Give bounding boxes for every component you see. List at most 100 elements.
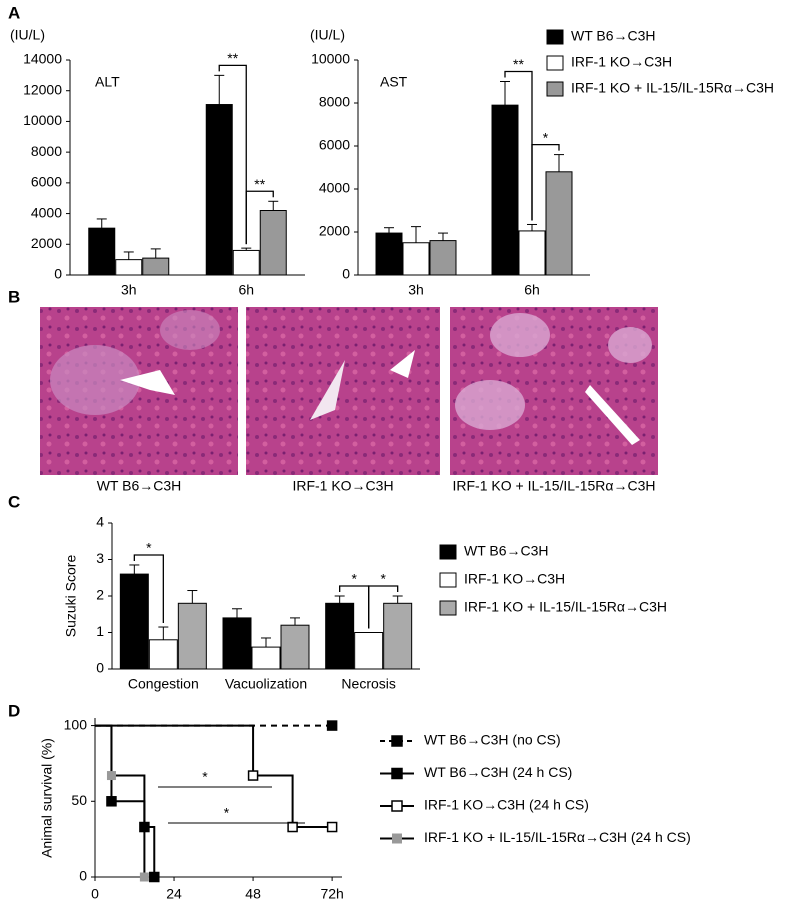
x-tick-label: 24 — [166, 886, 182, 902]
y-tick-label: 0 — [96, 660, 104, 676]
survival-marker — [139, 821, 150, 833]
y-tick-label: 12000 — [23, 81, 62, 97]
y-tick-label: 3 — [96, 550, 104, 566]
significance-label: * — [351, 571, 357, 587]
bar — [205, 104, 233, 276]
y-tick-label: 8000 — [319, 94, 350, 110]
significance-label: * — [146, 540, 152, 556]
bar — [545, 171, 573, 276]
bar — [259, 210, 287, 276]
panel-label: B — [8, 287, 20, 306]
histology-caption: IRF-1 KO→C3H — [292, 478, 393, 494]
y-tick-label: 10000 — [23, 112, 62, 128]
survival-marker — [247, 770, 259, 781]
bar — [429, 240, 457, 276]
bar — [177, 602, 207, 670]
significance-bracket — [531, 143, 560, 221]
legend-label: WT B6→C3H (24 h CS) — [424, 764, 572, 780]
histology-caption: IRF-1 KO + IL-15/IL-15Rα→C3H — [453, 478, 656, 494]
bar — [251, 646, 281, 670]
significance-bracket — [133, 554, 164, 624]
bar — [383, 602, 413, 670]
bar — [491, 104, 519, 276]
x-tick-label: Congestion — [128, 676, 199, 692]
y-tick-label: 10000 — [311, 51, 350, 67]
legend-marker — [391, 800, 403, 812]
x-tick-label: 0 — [91, 886, 99, 902]
survival-marker — [106, 796, 117, 807]
bar — [115, 259, 143, 276]
significance-label: * — [202, 769, 208, 785]
significance-bracket — [368, 585, 399, 629]
y-tick-label: 6000 — [31, 174, 62, 190]
legend-swatch — [439, 544, 457, 560]
y-tick-label: 2 — [96, 587, 104, 603]
legend-swatch — [439, 572, 457, 588]
bar — [142, 257, 170, 276]
y-tick-label: 6000 — [319, 137, 350, 153]
y-tick-label: 2000 — [319, 223, 350, 239]
survival-marker — [139, 872, 149, 882]
y-tick-label: 4000 — [31, 204, 62, 220]
significance-bracket — [218, 64, 247, 245]
significance-label: * — [224, 805, 230, 821]
histology-image — [450, 307, 658, 475]
bar — [518, 230, 546, 276]
legend-label: IRF-1 KO→C3H — [464, 571, 565, 587]
bar — [119, 573, 149, 670]
bar — [232, 249, 260, 276]
bar — [354, 632, 384, 670]
y-tick-label: 8000 — [31, 143, 62, 159]
significance-bracket — [245, 190, 274, 245]
x-tick-label: 6h — [238, 282, 254, 298]
x-tick-label: Necrosis — [341, 676, 395, 692]
legend-label: IRF-1 KO + IL-15/IL-15Rα→C3H — [464, 599, 667, 615]
legend-label: WT B6→C3H (no CS) — [424, 732, 561, 748]
chart-title: AST — [380, 74, 408, 90]
significance-label: ** — [254, 176, 265, 192]
legend-swatch — [546, 29, 564, 45]
legend-marker — [391, 767, 403, 780]
bar — [148, 639, 178, 670]
y-tick-label: 0 — [79, 868, 87, 884]
survival-line — [95, 724, 333, 829]
histology-image — [246, 307, 440, 475]
x-tick-label: 6h — [524, 282, 540, 298]
legend-label: IRF-1 KO + IL-15/IL-15Rα→C3H (24 h CS) — [424, 829, 691, 845]
y-tick-label: 14000 — [23, 51, 62, 67]
bar — [375, 232, 403, 276]
panel-label: D — [8, 701, 20, 720]
legend-label: WT B6→C3H — [571, 28, 656, 44]
legend-label: IRF-1 KO + IL-15/IL-15Rα→C3H — [571, 80, 774, 96]
y-tick-label: 2000 — [31, 235, 62, 251]
y-axis-label: Animal survival (%) — [39, 738, 55, 858]
x-tick-label: 72h — [320, 886, 343, 902]
legend-label: IRF-1 KO→C3H (24 h CS) — [424, 797, 589, 813]
legend-swatch — [546, 55, 564, 71]
x-tick-label: Vacuolization — [225, 676, 307, 692]
x-tick-label: 3h — [121, 282, 137, 298]
bar — [325, 602, 355, 670]
y-tick-label: 4000 — [319, 180, 350, 196]
y-tick-label: 1 — [96, 623, 104, 639]
legend-marker — [392, 833, 402, 844]
y-tick-label: 100 — [64, 716, 88, 732]
y-axis-label: Suzuki Score — [63, 555, 79, 638]
panel-label: A — [8, 3, 20, 22]
y-axis-label: (IU/L) — [310, 27, 345, 43]
survival-marker — [326, 821, 338, 833]
bar — [280, 624, 310, 670]
significance-label: * — [380, 571, 386, 587]
legend-label: WT B6→C3H — [464, 543, 549, 559]
histology-caption: WT B6→C3H — [97, 478, 182, 494]
significance-label: ** — [227, 50, 238, 66]
x-tick-label: 48 — [245, 886, 261, 902]
survival-marker — [106, 771, 116, 781]
x-tick-label: 3h — [408, 282, 424, 298]
histology-image — [40, 307, 238, 475]
y-tick-label: 0 — [54, 266, 62, 282]
legend-swatch — [439, 600, 457, 616]
y-tick-label: 4 — [96, 514, 104, 530]
y-tick-label: 50 — [71, 792, 87, 808]
